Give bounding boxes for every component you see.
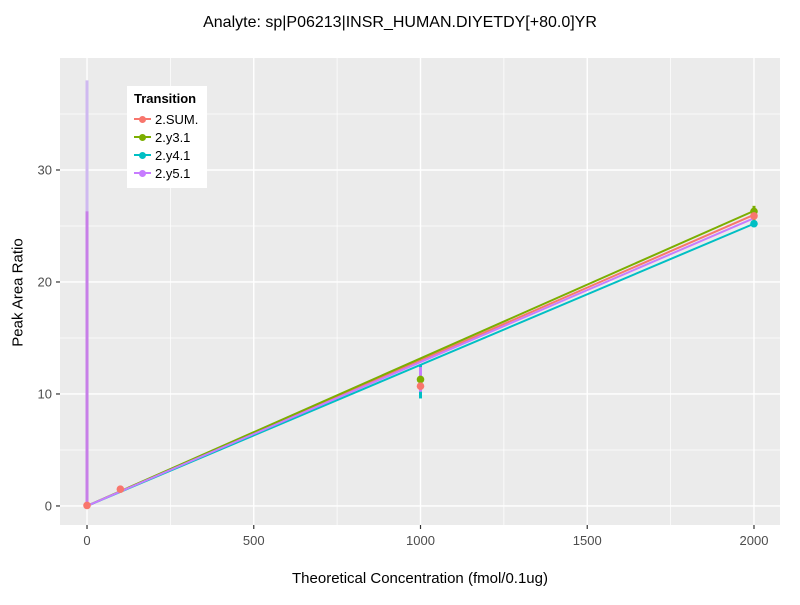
legend: Transition 2.SUM. 2.y3.1 2.y4.1 2.y5.1 (127, 86, 208, 188)
legend-entry: 2.y3.1 (134, 128, 198, 146)
x-tick-label: 1500 (573, 533, 602, 548)
data-point (750, 212, 758, 220)
data-point (83, 501, 91, 510)
x-tick-label: 500 (243, 533, 265, 548)
legend-entry: 2.SUM. (134, 110, 198, 128)
regression-line (86, 217, 755, 507)
y-tick-label: 20 (38, 274, 52, 289)
legend-entry: 2.y5.1 (134, 164, 198, 182)
y-tick-label: 10 (38, 386, 52, 401)
legend-entry: 2.y4.1 (134, 146, 198, 164)
legend-entry-label: 2.y3.1 (155, 129, 191, 145)
data-point (750, 219, 758, 228)
legend-key-icon (134, 166, 151, 180)
regression-line (86, 209, 755, 507)
data-point (116, 485, 125, 493)
x-tick-label: 2000 (740, 533, 769, 548)
legend-entry-label: 2.y5.1 (155, 165, 191, 181)
data-point (416, 382, 425, 390)
x-tick-label: 0 (83, 533, 90, 548)
legend-entry-label: 2.y4.1 (155, 147, 191, 163)
legend-key-icon (134, 148, 151, 162)
x-tick-label: 1000 (406, 533, 435, 548)
legend-entry-label: 2.SUM. (155, 111, 199, 127)
legend-title: Transition (134, 91, 197, 106)
x-axis-title: Theoretical Concentration (fmol/0.1ug) (292, 570, 548, 587)
y-axis-title: Peak Area Ratio (9, 238, 27, 347)
legend-key-icon (134, 112, 151, 126)
plot-title: Analyte: sp|P06213|INSR_HUMAN.DIYETDY[+8… (203, 14, 597, 31)
y-tick-label: 30 (38, 162, 52, 177)
legend-key-icon (134, 130, 151, 144)
y-tick-label: 0 (45, 498, 52, 513)
data-point (416, 375, 425, 384)
